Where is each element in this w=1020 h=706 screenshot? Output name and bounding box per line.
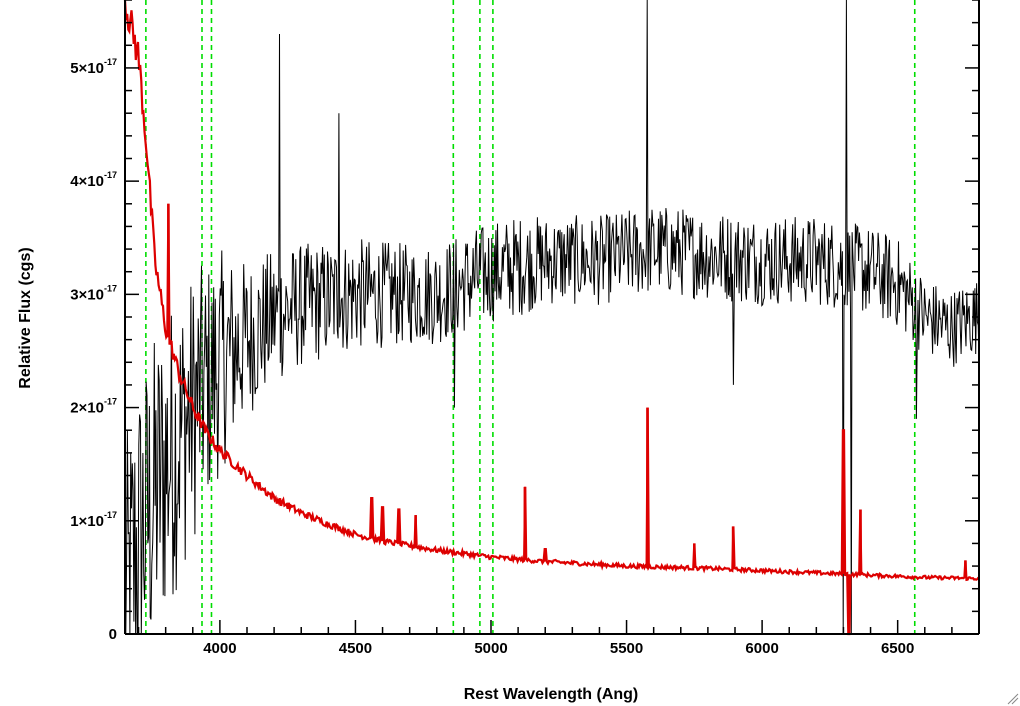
- y-tick-label: 3×10-17: [70, 283, 117, 303]
- y-tick-label: 2×10-17: [70, 397, 117, 417]
- y-tick-exponent: -17: [104, 510, 117, 520]
- y-tick-mantissa: 2×10: [70, 400, 104, 417]
- y-tick-mantissa: 3×10: [70, 286, 104, 303]
- x-tick-labels: 4000 4500 5000 5500 6000 6500: [203, 640, 914, 657]
- y-tick-exponent: -17: [104, 57, 117, 67]
- x-tick-label: 4000: [203, 640, 236, 657]
- model-spectrum-line: [123, 0, 980, 636]
- y-tick-label: 4×10-17: [70, 170, 117, 190]
- observed-spectrum-line: [124, 0, 980, 635]
- y-tick-labels: 01×10-172×10-173×10-174×10-175×10-17: [70, 57, 117, 643]
- observed-spectrum-group: [124, 0, 980, 635]
- resize-grip-icon[interactable]: [1007, 693, 1019, 705]
- y-tick-label: 0: [109, 626, 117, 643]
- y-tick-label: 1×10-17: [70, 510, 117, 530]
- x-tick-label: 6000: [745, 640, 778, 657]
- x-tick-label: 4500: [339, 640, 372, 657]
- x-axis-title: Rest Wavelength (Ang): [464, 686, 639, 703]
- x-tick-label: 6500: [881, 640, 914, 657]
- model-spectrum-group: [123, 0, 980, 636]
- axes-group: [124, 0, 980, 635]
- x-tick-label: 5500: [610, 640, 643, 657]
- y-tick-mantissa: 5×10: [70, 60, 104, 77]
- y-tick-exponent: -17: [104, 397, 117, 407]
- y-tick-exponent: -17: [104, 170, 117, 180]
- y-tick-exponent: -17: [104, 283, 117, 293]
- y-axis-title: Relative Flux (cgs): [17, 247, 34, 388]
- y-tick-mantissa: 1×10: [70, 513, 104, 530]
- y-tick-mantissa: 0: [109, 626, 117, 643]
- y-tick-label: 5×10-17: [70, 57, 117, 77]
- y-tick-mantissa: 4×10: [70, 173, 104, 190]
- x-tick-label: 5000: [474, 640, 507, 657]
